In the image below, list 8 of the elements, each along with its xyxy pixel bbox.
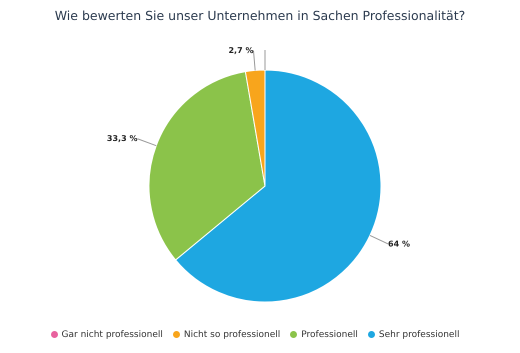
data-label: 33,3 %: [106, 134, 138, 144]
data-label: 2,7 %: [228, 46, 254, 55]
legend-label: Professionell: [301, 330, 358, 340]
legend-label: Nicht so professionell: [184, 330, 280, 340]
data-label: 64 %: [388, 239, 410, 248]
legend-label: Sehr professionell: [378, 330, 460, 340]
legend-label: Gar nicht professionell: [62, 330, 163, 340]
chart-title: Wie bewerten Sie unser Unternehmen in Sachen Professionalität?: [54, 8, 466, 25]
